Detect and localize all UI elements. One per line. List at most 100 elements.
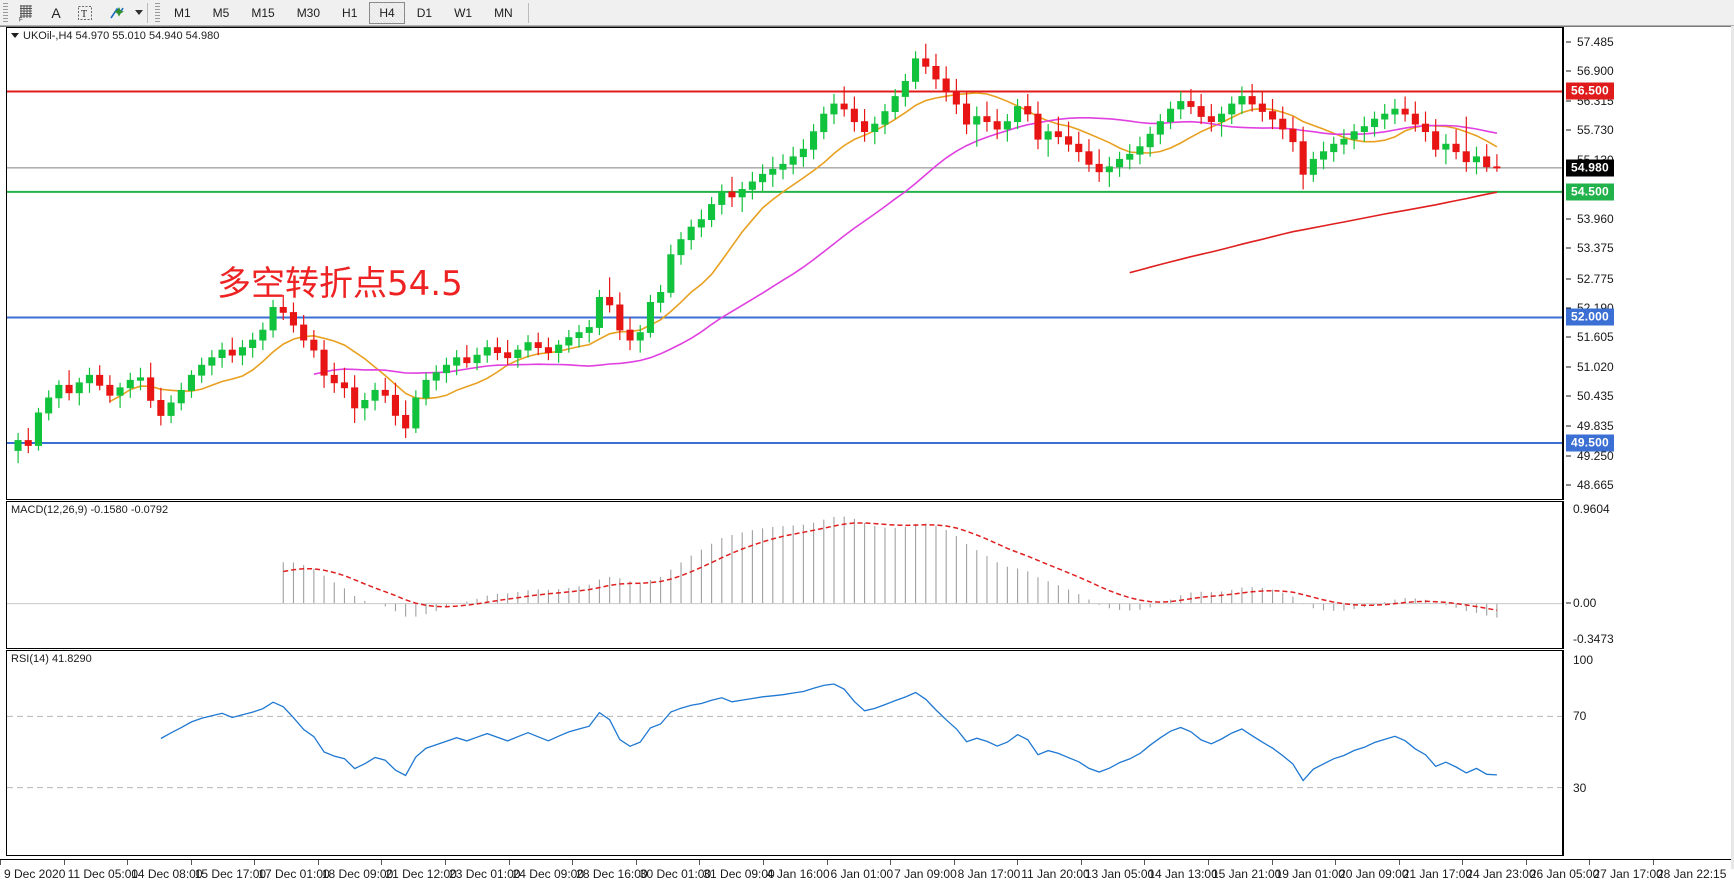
time-tick-label: 15 Jan 21:00 bbox=[1211, 867, 1282, 881]
resistance-level-badge[interactable]: 56.500 bbox=[1566, 82, 1614, 100]
time-tick-mark bbox=[699, 860, 701, 865]
time-tick-mark bbox=[1080, 860, 1082, 865]
timeframe-m5[interactable]: M5 bbox=[212, 5, 230, 20]
time-tick-mark bbox=[572, 860, 574, 865]
time-tick-label: 18 Dec 09:00 bbox=[321, 867, 394, 881]
price-tick-mark bbox=[1566, 41, 1571, 43]
time-scale[interactable]: 9 Dec 2020 11 Dec 05:00 14 Dec 08:00 15 Dec… bbox=[0, 859, 1734, 895]
timeframe-d1[interactable]: D1 bbox=[416, 5, 433, 20]
crosshair-grid-icon[interactable]: F bbox=[12, 2, 42, 24]
timeframe-h1[interactable]: H1 bbox=[342, 5, 358, 20]
time-tick-label: 24 Dec 09:00 bbox=[512, 867, 584, 881]
rsi-label: RSI(14) 41.8290 bbox=[11, 653, 92, 665]
time-tick-label: 14 Jan 13:00 bbox=[1148, 867, 1218, 881]
time-tick-label: 19 Jan 01:00 bbox=[1275, 867, 1345, 881]
text-label-icon[interactable]: A bbox=[51, 4, 61, 21]
vertical-scrollbar[interactable] bbox=[1731, 26, 1734, 869]
time-tick-mark bbox=[1589, 860, 1591, 865]
scale-separator bbox=[1563, 501, 1564, 649]
time-tick-label: 15 Dec 17:00 bbox=[194, 867, 267, 881]
macd-tick-label: 0.00 bbox=[1573, 595, 1597, 610]
price-tick-label: 50.435 bbox=[1577, 389, 1614, 404]
timeframe-mn[interactable]: MN bbox=[494, 5, 513, 20]
timeframe-grip[interactable] bbox=[155, 2, 160, 23]
price-tick-mark bbox=[1566, 70, 1571, 72]
toolbar-grip[interactable] bbox=[3, 2, 8, 23]
price-tick-mark bbox=[1566, 247, 1571, 249]
support-level-badge[interactable]: 54.500 bbox=[1566, 183, 1614, 201]
symbol-collapse-caret[interactable] bbox=[11, 33, 19, 38]
rsi-tick-label: 70 bbox=[1573, 709, 1587, 724]
time-tick-mark bbox=[317, 860, 319, 865]
timeframe-h4[interactable]: H4 bbox=[369, 1, 405, 24]
time-tick-label: 9 Dec 2020 bbox=[4, 867, 66, 881]
time-tick-mark bbox=[0, 860, 1, 865]
time-tick-mark bbox=[1144, 860, 1146, 865]
time-tick-label: 20 Jan 09:00 bbox=[1339, 867, 1409, 881]
svg-text:F: F bbox=[19, 17, 23, 22]
level-52-badge[interactable]: 52.000 bbox=[1566, 308, 1614, 326]
price-tick-label: 57.485 bbox=[1577, 35, 1614, 49]
time-tick-label: 14 Dec 08:00 bbox=[131, 867, 203, 881]
price-tick-label: 48.665 bbox=[1577, 478, 1614, 492]
chart-toolbar: F A T M1 M5 M15 M30 H1 H4 D1 W1 M bbox=[0, 0, 1734, 26]
symbol-header: UKOil-,H4 54.970 55.010 54.940 54.980 bbox=[11, 30, 219, 42]
time-tick-label: 6 Jan 01:00 bbox=[830, 867, 894, 881]
rsi-pane[interactable]: RSI(14) 41.8290 bbox=[6, 650, 1563, 856]
time-tick-mark bbox=[1653, 860, 1654, 865]
last-price-badge[interactable]: 54.980 bbox=[1566, 159, 1614, 177]
time-tick-mark bbox=[1017, 860, 1019, 865]
svg-text:T: T bbox=[81, 9, 87, 20]
level-495-badge[interactable]: 49.500 bbox=[1566, 434, 1614, 452]
time-tick-mark bbox=[1525, 860, 1527, 865]
time-tick-label: 21 Dec 12:00 bbox=[385, 867, 457, 881]
price-tick-label: 51.605 bbox=[1577, 330, 1614, 345]
time-tick-mark bbox=[127, 860, 129, 865]
price-pane[interactable]: UKOil-,H4 54.970 55.010 54.940 54.980 多空… bbox=[6, 27, 1563, 500]
drawing-tools-dropdown-caret[interactable] bbox=[135, 10, 143, 15]
price-plot[interactable] bbox=[7, 28, 1562, 499]
price-tick-mark bbox=[1566, 366, 1571, 368]
time-tick-label: 31 Dec 09:00 bbox=[703, 867, 775, 881]
toolbar-divider-right bbox=[527, 2, 529, 23]
price-tick-label: 49.835 bbox=[1577, 419, 1614, 434]
symbol-header-text: UKOil-,H4 54.970 55.010 54.940 54.980 bbox=[23, 30, 220, 42]
time-tick-mark bbox=[63, 860, 65, 865]
macd-series-layer bbox=[7, 516, 1562, 618]
macd-tick-label: -0.3473 bbox=[1573, 632, 1614, 646]
time-tick-mark bbox=[1335, 860, 1337, 865]
time-tick-mark bbox=[1207, 860, 1209, 865]
price-tick-mark bbox=[1566, 395, 1571, 397]
macd-label: MACD(12,26,9) -0.1580 -0.0792 bbox=[11, 504, 169, 516]
price-tick-mark bbox=[1566, 484, 1571, 486]
chart-area: UKOil-,H4 54.970 55.010 54.940 54.980 多空… bbox=[0, 26, 1734, 895]
text-box-icon[interactable]: T bbox=[70, 2, 100, 24]
macd-pane[interactable]: MACD(12,26,9) -0.1580 -0.0792 bbox=[6, 501, 1563, 649]
price-tick-mark bbox=[1566, 278, 1571, 280]
timeframe-m15[interactable]: M15 bbox=[251, 5, 275, 20]
time-tick-mark bbox=[445, 860, 447, 865]
time-tick-label: 21 Jan 17:00 bbox=[1402, 867, 1473, 881]
toolbar-divider bbox=[147, 2, 148, 23]
time-tick-mark bbox=[508, 860, 510, 865]
rsi-plot[interactable] bbox=[7, 651, 1562, 855]
time-tick-label: 8 Jan 17:00 bbox=[957, 867, 1021, 881]
price-tick-mark bbox=[1566, 455, 1571, 457]
time-tick-mark bbox=[635, 860, 637, 865]
time-tick-label: 7 Jan 09:00 bbox=[894, 867, 957, 881]
scale-separator bbox=[1563, 27, 1564, 500]
time-tick-label: 23 Dec 01:00 bbox=[449, 867, 521, 881]
drawing-tools-icon[interactable] bbox=[102, 2, 132, 24]
timeframe-m30[interactable]: M30 bbox=[296, 5, 321, 20]
time-tick-mark bbox=[1271, 860, 1273, 865]
price-tick-label: 51.020 bbox=[1577, 359, 1614, 374]
price-tick-label: 56.900 bbox=[1577, 64, 1614, 79]
timeframe-m1[interactable]: M1 bbox=[174, 5, 191, 20]
rsi-tick-label: 30 bbox=[1573, 780, 1587, 795]
price-scale[interactable]: 57.48556.90056.31555.73055.13054.50053.9… bbox=[1563, 27, 1734, 856]
chart-annotation: 多空转折点54.5 bbox=[217, 264, 463, 304]
macd-plot[interactable] bbox=[7, 502, 1562, 648]
timeframe-w1[interactable]: W1 bbox=[454, 5, 473, 20]
time-tick-label: 11 Dec 05:00 bbox=[67, 867, 139, 881]
